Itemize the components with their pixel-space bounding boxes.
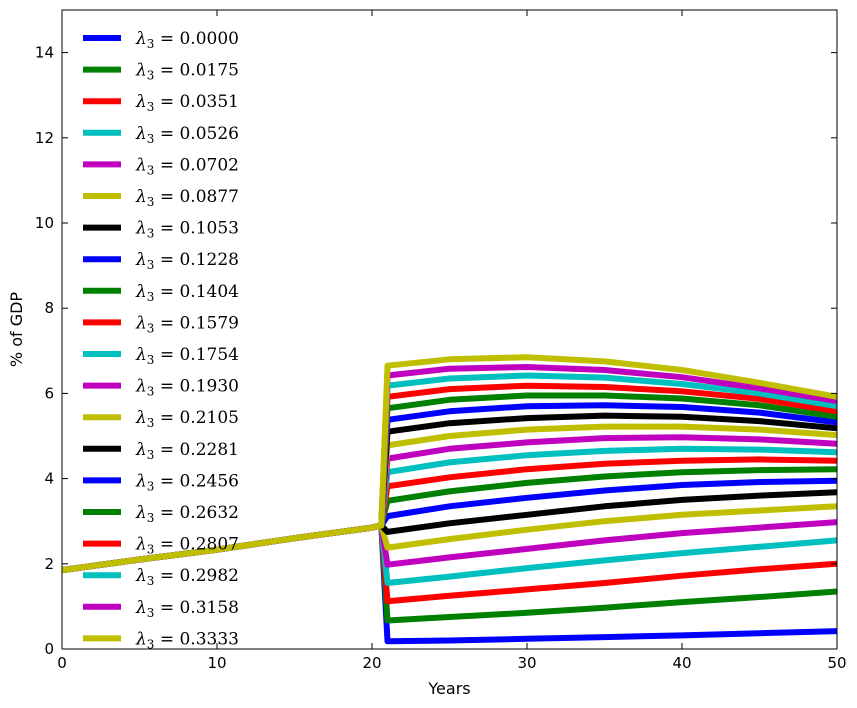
legend-item-2: λ3 = 0.0351 <box>83 92 239 114</box>
legend-label: λ3 = 0.0351 <box>135 92 239 114</box>
x-tick-label: 20 <box>362 654 381 672</box>
y-tick-label: 10 <box>35 214 54 232</box>
legend-label: λ3 = 0.2456 <box>135 471 239 493</box>
x-tick-label: 30 <box>517 654 536 672</box>
legend-item-8: λ3 = 0.1404 <box>83 282 239 304</box>
y-tick-label: 14 <box>35 44 54 62</box>
x-tick-label: 40 <box>672 654 691 672</box>
legend-label: λ3 = 0.2982 <box>135 566 239 588</box>
legend-item-3: λ3 = 0.0526 <box>83 124 239 146</box>
legend-item-9: λ3 = 0.1579 <box>83 313 239 335</box>
y-tick-label: 4 <box>44 470 54 488</box>
ticks-layer: 0 10 20 30 40 50 0 2 4 6 8 10 12 14 <box>35 10 847 672</box>
x-tick-label: 0 <box>57 654 67 672</box>
legend-item-6: λ3 = 0.1053 <box>83 219 239 241</box>
legend-item-12: λ3 = 0.2105 <box>83 408 239 430</box>
x-tick-label: 10 <box>207 654 226 672</box>
legend-label: λ3 = 0.0526 <box>135 124 239 146</box>
legend-label: λ3 = 0.0175 <box>135 61 239 83</box>
legend-item-5: λ3 = 0.0877 <box>83 187 239 209</box>
plot-frame <box>61 9 838 650</box>
legend-item-0: λ3 = 0.0000 <box>83 29 239 51</box>
legend-label: λ3 = 0.1579 <box>135 313 239 335</box>
legend-label: λ3 = 0.2105 <box>135 408 239 430</box>
legend-item-16: λ3 = 0.2807 <box>83 535 239 557</box>
legend-label: λ3 = 0.1754 <box>135 345 239 367</box>
legend-label: λ3 = 0.1228 <box>135 250 239 272</box>
legend-item-14: λ3 = 0.2456 <box>83 471 239 493</box>
x-axis-label: Years <box>427 679 470 698</box>
legend-label: λ3 = 0.0702 <box>135 155 239 177</box>
legend-label: λ3 = 0.3158 <box>135 598 239 620</box>
y-tick-label: 12 <box>35 129 54 147</box>
legend-label: λ3 = 0.1930 <box>135 377 239 399</box>
legend-label: λ3 = 0.0877 <box>135 187 239 209</box>
legend-item-18: λ3 = 0.3158 <box>83 598 239 620</box>
legend-label: λ3 = 0.1053 <box>135 219 239 241</box>
legend-item-4: λ3 = 0.0702 <box>83 155 239 177</box>
legend-label: λ3 = 0.2807 <box>135 535 239 557</box>
legend-item-11: λ3 = 0.1930 <box>83 377 239 399</box>
y-tick-label: 2 <box>44 555 54 573</box>
legend: λ3 = 0.0000 λ3 = 0.0175 λ3 = 0.0351 λ3 = 0.… <box>83 29 239 651</box>
y-tick-label: 0 <box>44 640 54 658</box>
y-tick-label: 8 <box>44 299 54 317</box>
y-axis-label: % of GDP <box>7 292 26 368</box>
legend-item-19: λ3 = 0.3333 <box>83 629 239 651</box>
legend-label: λ3 = 0.3333 <box>135 629 239 651</box>
legend-label: λ3 = 0.1404 <box>135 282 239 304</box>
legend-label: λ3 = 0.0000 <box>135 29 239 51</box>
legend-label: λ3 = 0.2281 <box>135 440 239 462</box>
y-tick-label: 6 <box>44 384 54 402</box>
legend-item-17: λ3 = 0.2982 <box>83 566 239 588</box>
legend-item-1: λ3 = 0.0175 <box>83 61 239 83</box>
series-layer <box>62 354 837 645</box>
legend-item-10: λ3 = 0.1754 <box>83 345 239 367</box>
x-tick-label: 50 <box>827 654 846 672</box>
legend-item-7: λ3 = 0.1228 <box>83 250 239 272</box>
legend-label: λ3 = 0.2632 <box>135 503 239 525</box>
legend-item-15: λ3 = 0.2632 <box>83 503 239 525</box>
legend-item-13: λ3 = 0.2281 <box>83 440 239 462</box>
series-line-19 <box>62 354 837 574</box>
